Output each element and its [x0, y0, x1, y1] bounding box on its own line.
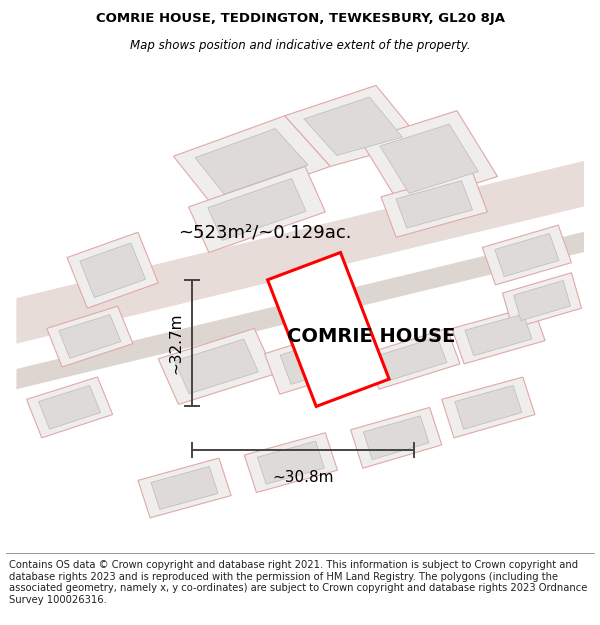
Polygon shape — [80, 243, 145, 298]
Polygon shape — [195, 129, 308, 194]
Polygon shape — [282, 278, 376, 394]
Polygon shape — [482, 225, 571, 285]
Polygon shape — [495, 234, 559, 276]
Polygon shape — [396, 181, 472, 228]
Polygon shape — [38, 386, 101, 429]
Polygon shape — [47, 306, 133, 367]
Polygon shape — [268, 253, 389, 406]
Polygon shape — [138, 458, 231, 518]
Polygon shape — [244, 432, 337, 492]
Polygon shape — [350, 408, 442, 468]
Polygon shape — [158, 329, 275, 404]
Polygon shape — [304, 97, 403, 156]
Polygon shape — [257, 441, 325, 484]
Polygon shape — [503, 272, 581, 329]
Text: Contains OS data © Crown copyright and database right 2021. This information is : Contains OS data © Crown copyright and d… — [9, 560, 587, 605]
Polygon shape — [442, 377, 535, 438]
Text: ~32.7m: ~32.7m — [169, 312, 184, 374]
Text: ~30.8m: ~30.8m — [272, 470, 334, 485]
Polygon shape — [465, 314, 532, 356]
Polygon shape — [452, 306, 545, 364]
Polygon shape — [16, 222, 600, 389]
Polygon shape — [364, 416, 429, 459]
Polygon shape — [188, 166, 325, 252]
Polygon shape — [280, 333, 361, 384]
Polygon shape — [16, 151, 600, 344]
Polygon shape — [67, 232, 158, 308]
Text: COMRIE HOUSE: COMRIE HOUSE — [287, 327, 455, 346]
Text: Map shows position and indicative extent of the property.: Map shows position and indicative extent… — [130, 39, 470, 51]
Polygon shape — [379, 337, 447, 381]
Polygon shape — [265, 323, 376, 394]
Text: COMRIE HOUSE, TEDDINGTON, TEWKESBURY, GL20 8JA: COMRIE HOUSE, TEDDINGTON, TEWKESBURY, GL… — [95, 12, 505, 25]
Polygon shape — [361, 111, 497, 207]
Polygon shape — [208, 179, 306, 241]
Polygon shape — [381, 171, 487, 238]
Polygon shape — [455, 386, 522, 429]
Text: ~523m²/~0.129ac.: ~523m²/~0.129ac. — [178, 223, 352, 241]
Polygon shape — [59, 314, 121, 358]
Polygon shape — [175, 339, 259, 394]
Polygon shape — [366, 329, 460, 389]
Polygon shape — [173, 116, 331, 207]
Polygon shape — [285, 86, 422, 166]
Polygon shape — [151, 466, 218, 509]
Polygon shape — [514, 281, 571, 321]
Polygon shape — [380, 124, 478, 194]
Polygon shape — [26, 377, 113, 438]
